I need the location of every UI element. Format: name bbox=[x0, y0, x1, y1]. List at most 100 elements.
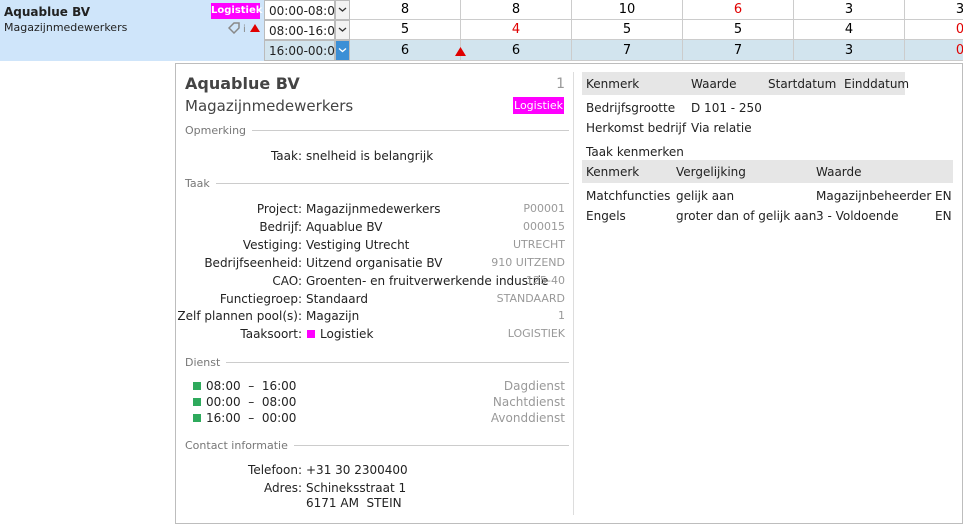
shift-dropdown[interactable] bbox=[335, 20, 350, 40]
info-icon: i bbox=[243, 24, 246, 34]
field-label: Vestiging: bbox=[242, 237, 302, 252]
field-value: Magazijnmedewerkers bbox=[306, 202, 441, 216]
count-cell: 0 bbox=[905, 40, 963, 61]
warning-icon bbox=[250, 24, 260, 32]
field-code: 000015 bbox=[523, 219, 565, 233]
cell: 3 - Voldoende bbox=[816, 209, 899, 223]
task-name: Magazijnmedewerkers bbox=[4, 21, 128, 34]
badge: Logistiek bbox=[211, 3, 262, 19]
field-value: +31 30 2300400 bbox=[306, 463, 408, 477]
column-header: Einddatum bbox=[844, 77, 910, 91]
cell: Herkomst bedrijf bbox=[586, 121, 687, 135]
section-heading: Taak bbox=[185, 175, 569, 191]
column-header: Waarde bbox=[816, 165, 862, 179]
shift-name: Avonddienst bbox=[490, 411, 565, 425]
cell: Magazijnbeheerder bbox=[816, 189, 932, 203]
warning-icon bbox=[455, 45, 466, 56]
count-cell: 8 bbox=[461, 0, 572, 20]
section-heading: Dienst bbox=[185, 354, 569, 370]
table-header bbox=[582, 72, 905, 95]
field-code: 125-40 bbox=[526, 273, 565, 287]
table-header bbox=[582, 160, 953, 183]
color-square bbox=[307, 330, 315, 339]
field-code: P00001 bbox=[523, 202, 565, 215]
field-label: Project: bbox=[256, 202, 302, 216]
count-cell: 3 bbox=[905, 0, 963, 20]
field-value: snelheid is belangrijk bbox=[306, 149, 434, 163]
shift-name: Dagdienst bbox=[503, 379, 565, 393]
shift-dropdown[interactable] bbox=[335, 40, 350, 61]
field-label: Telefoon: bbox=[248, 463, 302, 477]
cell: EN bbox=[935, 209, 952, 223]
count-cell: 8 bbox=[350, 0, 461, 20]
cell: groter dan of gelijk aan bbox=[676, 209, 817, 223]
shift-time: 08:00 – 16:00 bbox=[206, 379, 297, 393]
field-code: 1 bbox=[558, 309, 565, 323]
cell: EN bbox=[935, 189, 952, 203]
section-title: Contact informatie bbox=[185, 438, 288, 452]
field-code: STANDAARD bbox=[496, 291, 565, 305]
column-header: Kenmerk bbox=[586, 77, 640, 91]
popup bbox=[175, 63, 963, 524]
color-square bbox=[193, 382, 201, 390]
address-line: Schineksstraat 1 bbox=[306, 481, 407, 495]
popup-count: 1 bbox=[556, 76, 565, 92]
field-code: LOGISTIEK bbox=[507, 327, 565, 341]
shift-cell: 16:00-00:00 bbox=[264, 40, 343, 61]
address-line: 6171 AM STEIN bbox=[306, 496, 402, 510]
field-value: Magazijn bbox=[306, 309, 360, 324]
cell: Matchfuncties bbox=[586, 189, 671, 203]
section-heading: Contact informatie bbox=[185, 437, 569, 453]
cell: Engels bbox=[586, 209, 626, 223]
section-title: Dienst bbox=[185, 355, 221, 369]
field-label: Bedrijf: bbox=[259, 219, 302, 234]
count-cell: 5 bbox=[683, 20, 794, 40]
popup-subtitle: Magazijnmedewerkers bbox=[185, 97, 354, 115]
field-value: Aquablue BV bbox=[306, 219, 383, 234]
count-cell: 6 bbox=[350, 40, 461, 61]
count-cell: 0 bbox=[905, 20, 963, 40]
cell: gelijk aan bbox=[676, 189, 735, 203]
section-line bbox=[226, 361, 569, 363]
shift-time: 00:00 – 08:00 bbox=[206, 395, 297, 409]
field-label: Bedrijfseenheid: bbox=[204, 255, 302, 270]
table-title: Taak kenmerken bbox=[586, 145, 684, 159]
field-value: Standaard bbox=[306, 291, 368, 306]
color-square bbox=[193, 398, 201, 406]
field-value: Logistiek bbox=[320, 327, 374, 342]
section-line bbox=[252, 129, 569, 131]
count-cell: 10 bbox=[572, 0, 683, 20]
section-title: Taak bbox=[185, 176, 210, 190]
section-title: Opmerking bbox=[185, 123, 247, 137]
field-value: Groenten- en fruitverwerkende industrie bbox=[306, 273, 549, 288]
count-cell: 4 bbox=[794, 20, 905, 40]
section-line bbox=[215, 182, 569, 184]
count-cell: 4 bbox=[461, 20, 572, 40]
shift-dropdown[interactable] bbox=[335, 0, 350, 20]
section-line bbox=[293, 444, 569, 446]
column-header: Startdatum bbox=[768, 77, 837, 91]
column-header: Kenmerk bbox=[586, 165, 640, 179]
count-cell: 3 bbox=[794, 0, 905, 20]
popup-badge: Logistiek bbox=[513, 97, 564, 114]
color-square bbox=[193, 414, 201, 422]
shift-name: Nachtdienst bbox=[492, 395, 565, 409]
count-cell: 6 bbox=[461, 40, 572, 61]
field-label: Taak: bbox=[270, 149, 302, 163]
field-label: Adres: bbox=[264, 481, 302, 495]
count-cell: 5 bbox=[572, 20, 683, 40]
shift-cell: 00:00-08:00 bbox=[264, 0, 343, 20]
popup-title: Aquablue BV bbox=[185, 74, 300, 93]
count-cell: 3 bbox=[794, 40, 905, 61]
count-cell: 6 bbox=[683, 0, 794, 20]
count-cell: 7 bbox=[683, 40, 794, 61]
field-label: Functiegroep: bbox=[219, 291, 302, 306]
cell: Bedrijfsgrootte bbox=[586, 101, 676, 115]
shift-time: 16:00 – 00:00 bbox=[206, 411, 297, 425]
field-value: Vestiging Utrecht bbox=[306, 237, 410, 252]
tag-icon bbox=[228, 22, 240, 34]
count-cell: 5 bbox=[350, 20, 461, 40]
count-cell: 7 bbox=[572, 40, 683, 61]
cell: Via relatie bbox=[691, 121, 752, 135]
